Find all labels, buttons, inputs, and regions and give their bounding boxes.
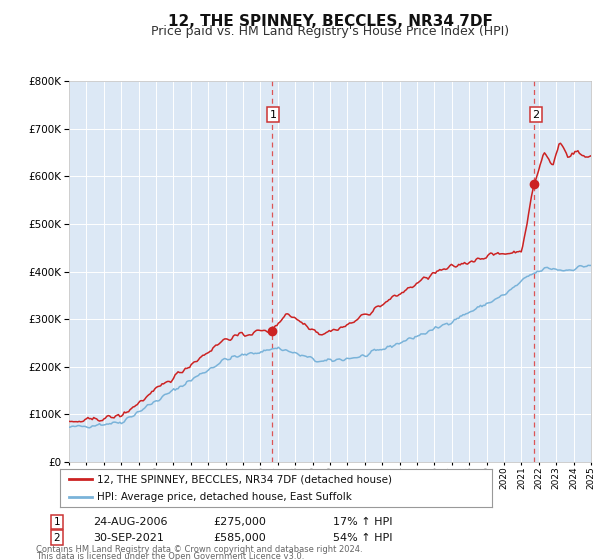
- Text: 2: 2: [533, 110, 540, 119]
- Text: 54% ↑ HPI: 54% ↑ HPI: [333, 533, 392, 543]
- Text: 2: 2: [53, 533, 61, 543]
- Text: 30-SEP-2021: 30-SEP-2021: [93, 533, 164, 543]
- Text: 12, THE SPINNEY, BECCLES, NR34 7DF (detached house): 12, THE SPINNEY, BECCLES, NR34 7DF (deta…: [97, 474, 392, 484]
- Text: 17% ↑ HPI: 17% ↑ HPI: [333, 517, 392, 527]
- Text: £585,000: £585,000: [213, 533, 266, 543]
- Text: £275,000: £275,000: [213, 517, 266, 527]
- Text: This data is licensed under the Open Government Licence v3.0.: This data is licensed under the Open Gov…: [36, 552, 304, 560]
- Text: HPI: Average price, detached house, East Suffolk: HPI: Average price, detached house, East…: [97, 492, 352, 502]
- Text: 1: 1: [270, 110, 277, 119]
- Text: 24-AUG-2006: 24-AUG-2006: [93, 517, 167, 527]
- Text: 1: 1: [53, 517, 61, 527]
- Text: Price paid vs. HM Land Registry's House Price Index (HPI): Price paid vs. HM Land Registry's House …: [151, 25, 509, 38]
- Text: Contains HM Land Registry data © Crown copyright and database right 2024.: Contains HM Land Registry data © Crown c…: [36, 545, 362, 554]
- Text: 12, THE SPINNEY, BECCLES, NR34 7DF: 12, THE SPINNEY, BECCLES, NR34 7DF: [167, 14, 493, 29]
